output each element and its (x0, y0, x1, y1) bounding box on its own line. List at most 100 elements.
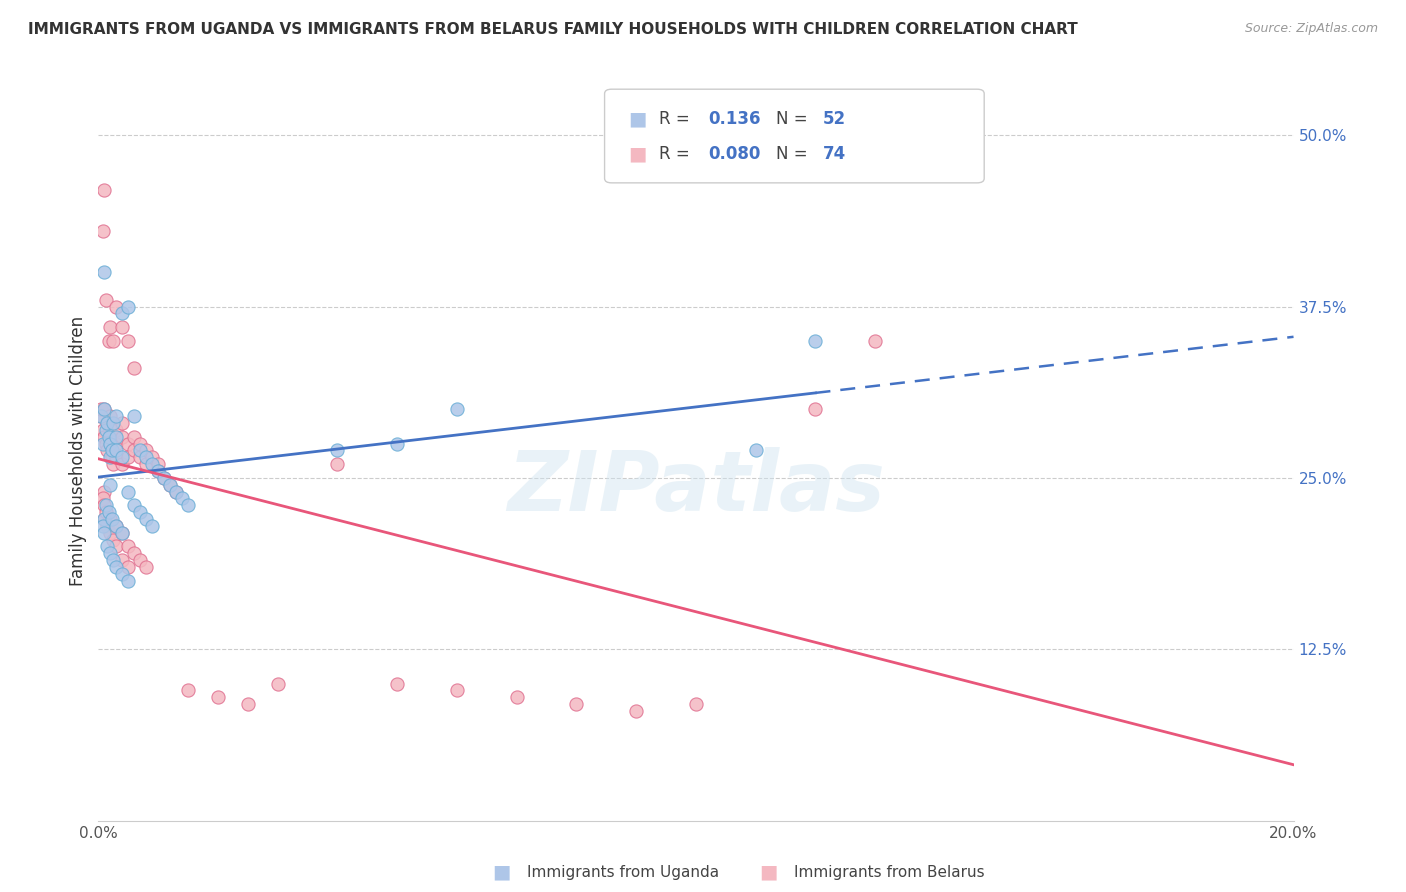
Point (93, 265, 115, 279)
Point (153, 471, 176, 485)
Point (93, 402, 115, 417)
Point (804, 334, 827, 348)
Point (141, 450, 163, 465)
Point (565, 697, 588, 711)
Text: ■: ■ (628, 109, 647, 128)
Point (93, 498, 115, 512)
Text: ■: ■ (628, 145, 647, 164)
Point (105, 519, 128, 533)
Point (98, 450, 122, 465)
Point (98, 512, 122, 526)
Text: IMMIGRANTS FROM UGANDA VS IMMIGRANTS FROM BELARUS FAMILY HOUSEHOLDS WITH CHILDRE: IMMIGRANTS FROM UGANDA VS IMMIGRANTS FRO… (28, 22, 1078, 37)
Point (141, 457, 163, 471)
Point (129, 436, 152, 450)
Point (105, 423, 128, 437)
Point (124, 498, 146, 512)
Point (446, 402, 468, 417)
Point (207, 690, 229, 705)
Point (385, 436, 409, 450)
Point (326, 457, 349, 471)
Point (153, 471, 176, 485)
Point (93, 484, 115, 499)
Text: ■: ■ (759, 863, 778, 882)
Point (124, 546, 146, 560)
Point (117, 300, 139, 314)
Point (98, 546, 122, 560)
Point (129, 553, 152, 567)
Point (105, 450, 128, 465)
Point (98, 525, 122, 540)
Point (117, 334, 139, 348)
Point (105, 300, 128, 314)
Point (124, 409, 146, 424)
Point (172, 491, 194, 506)
Point (98, 436, 122, 450)
Point (91, 519, 114, 533)
Point (98, 477, 122, 491)
Point (159, 477, 181, 491)
Point (93, 402, 115, 417)
Point (98, 409, 122, 424)
Point (236, 697, 259, 711)
Y-axis label: Family Households with Children: Family Households with Children (69, 316, 87, 585)
Point (745, 443, 768, 458)
Point (105, 430, 128, 444)
Point (96, 540, 118, 554)
Point (105, 436, 128, 450)
Point (94, 423, 117, 437)
Text: N =: N = (776, 110, 813, 128)
Point (111, 450, 134, 465)
Point (96, 443, 118, 458)
Point (103, 334, 125, 348)
Point (105, 540, 128, 554)
Point (446, 683, 468, 698)
Point (91, 491, 114, 506)
Point (98, 320, 122, 334)
Point (129, 443, 152, 458)
Point (117, 540, 139, 554)
Point (105, 560, 128, 574)
Point (96, 416, 118, 430)
Text: R =: R = (659, 145, 696, 163)
Point (91, 224, 114, 238)
Point (111, 566, 134, 581)
Point (91, 423, 114, 437)
Point (90, 409, 112, 424)
Point (98, 334, 121, 348)
Point (506, 690, 529, 705)
Text: ZIPatlas: ZIPatlas (508, 447, 884, 528)
Text: ■: ■ (492, 863, 510, 882)
Point (135, 450, 157, 465)
Point (93, 430, 115, 444)
Point (124, 430, 146, 444)
Point (111, 430, 134, 444)
Point (96, 416, 118, 430)
Point (129, 505, 152, 519)
Point (93, 525, 115, 540)
Point (94, 505, 117, 519)
Point (177, 683, 200, 698)
Point (103, 553, 125, 567)
Text: 0.080: 0.080 (709, 145, 761, 163)
Point (89, 409, 111, 424)
Point (141, 519, 163, 533)
Point (111, 457, 134, 471)
Point (865, 334, 887, 348)
Point (135, 560, 157, 574)
Point (98, 505, 121, 519)
Point (165, 484, 187, 499)
Point (93, 183, 115, 197)
Point (91, 436, 114, 450)
Text: N =: N = (776, 145, 813, 163)
Point (148, 464, 170, 478)
Point (94, 293, 117, 307)
Point (117, 450, 139, 465)
Point (159, 477, 181, 491)
Point (111, 320, 134, 334)
Text: Immigrants from Uganda: Immigrants from Uganda (527, 865, 720, 880)
Point (124, 361, 146, 376)
Point (165, 484, 187, 499)
Point (117, 436, 139, 450)
Point (111, 525, 134, 540)
Point (94, 436, 117, 450)
